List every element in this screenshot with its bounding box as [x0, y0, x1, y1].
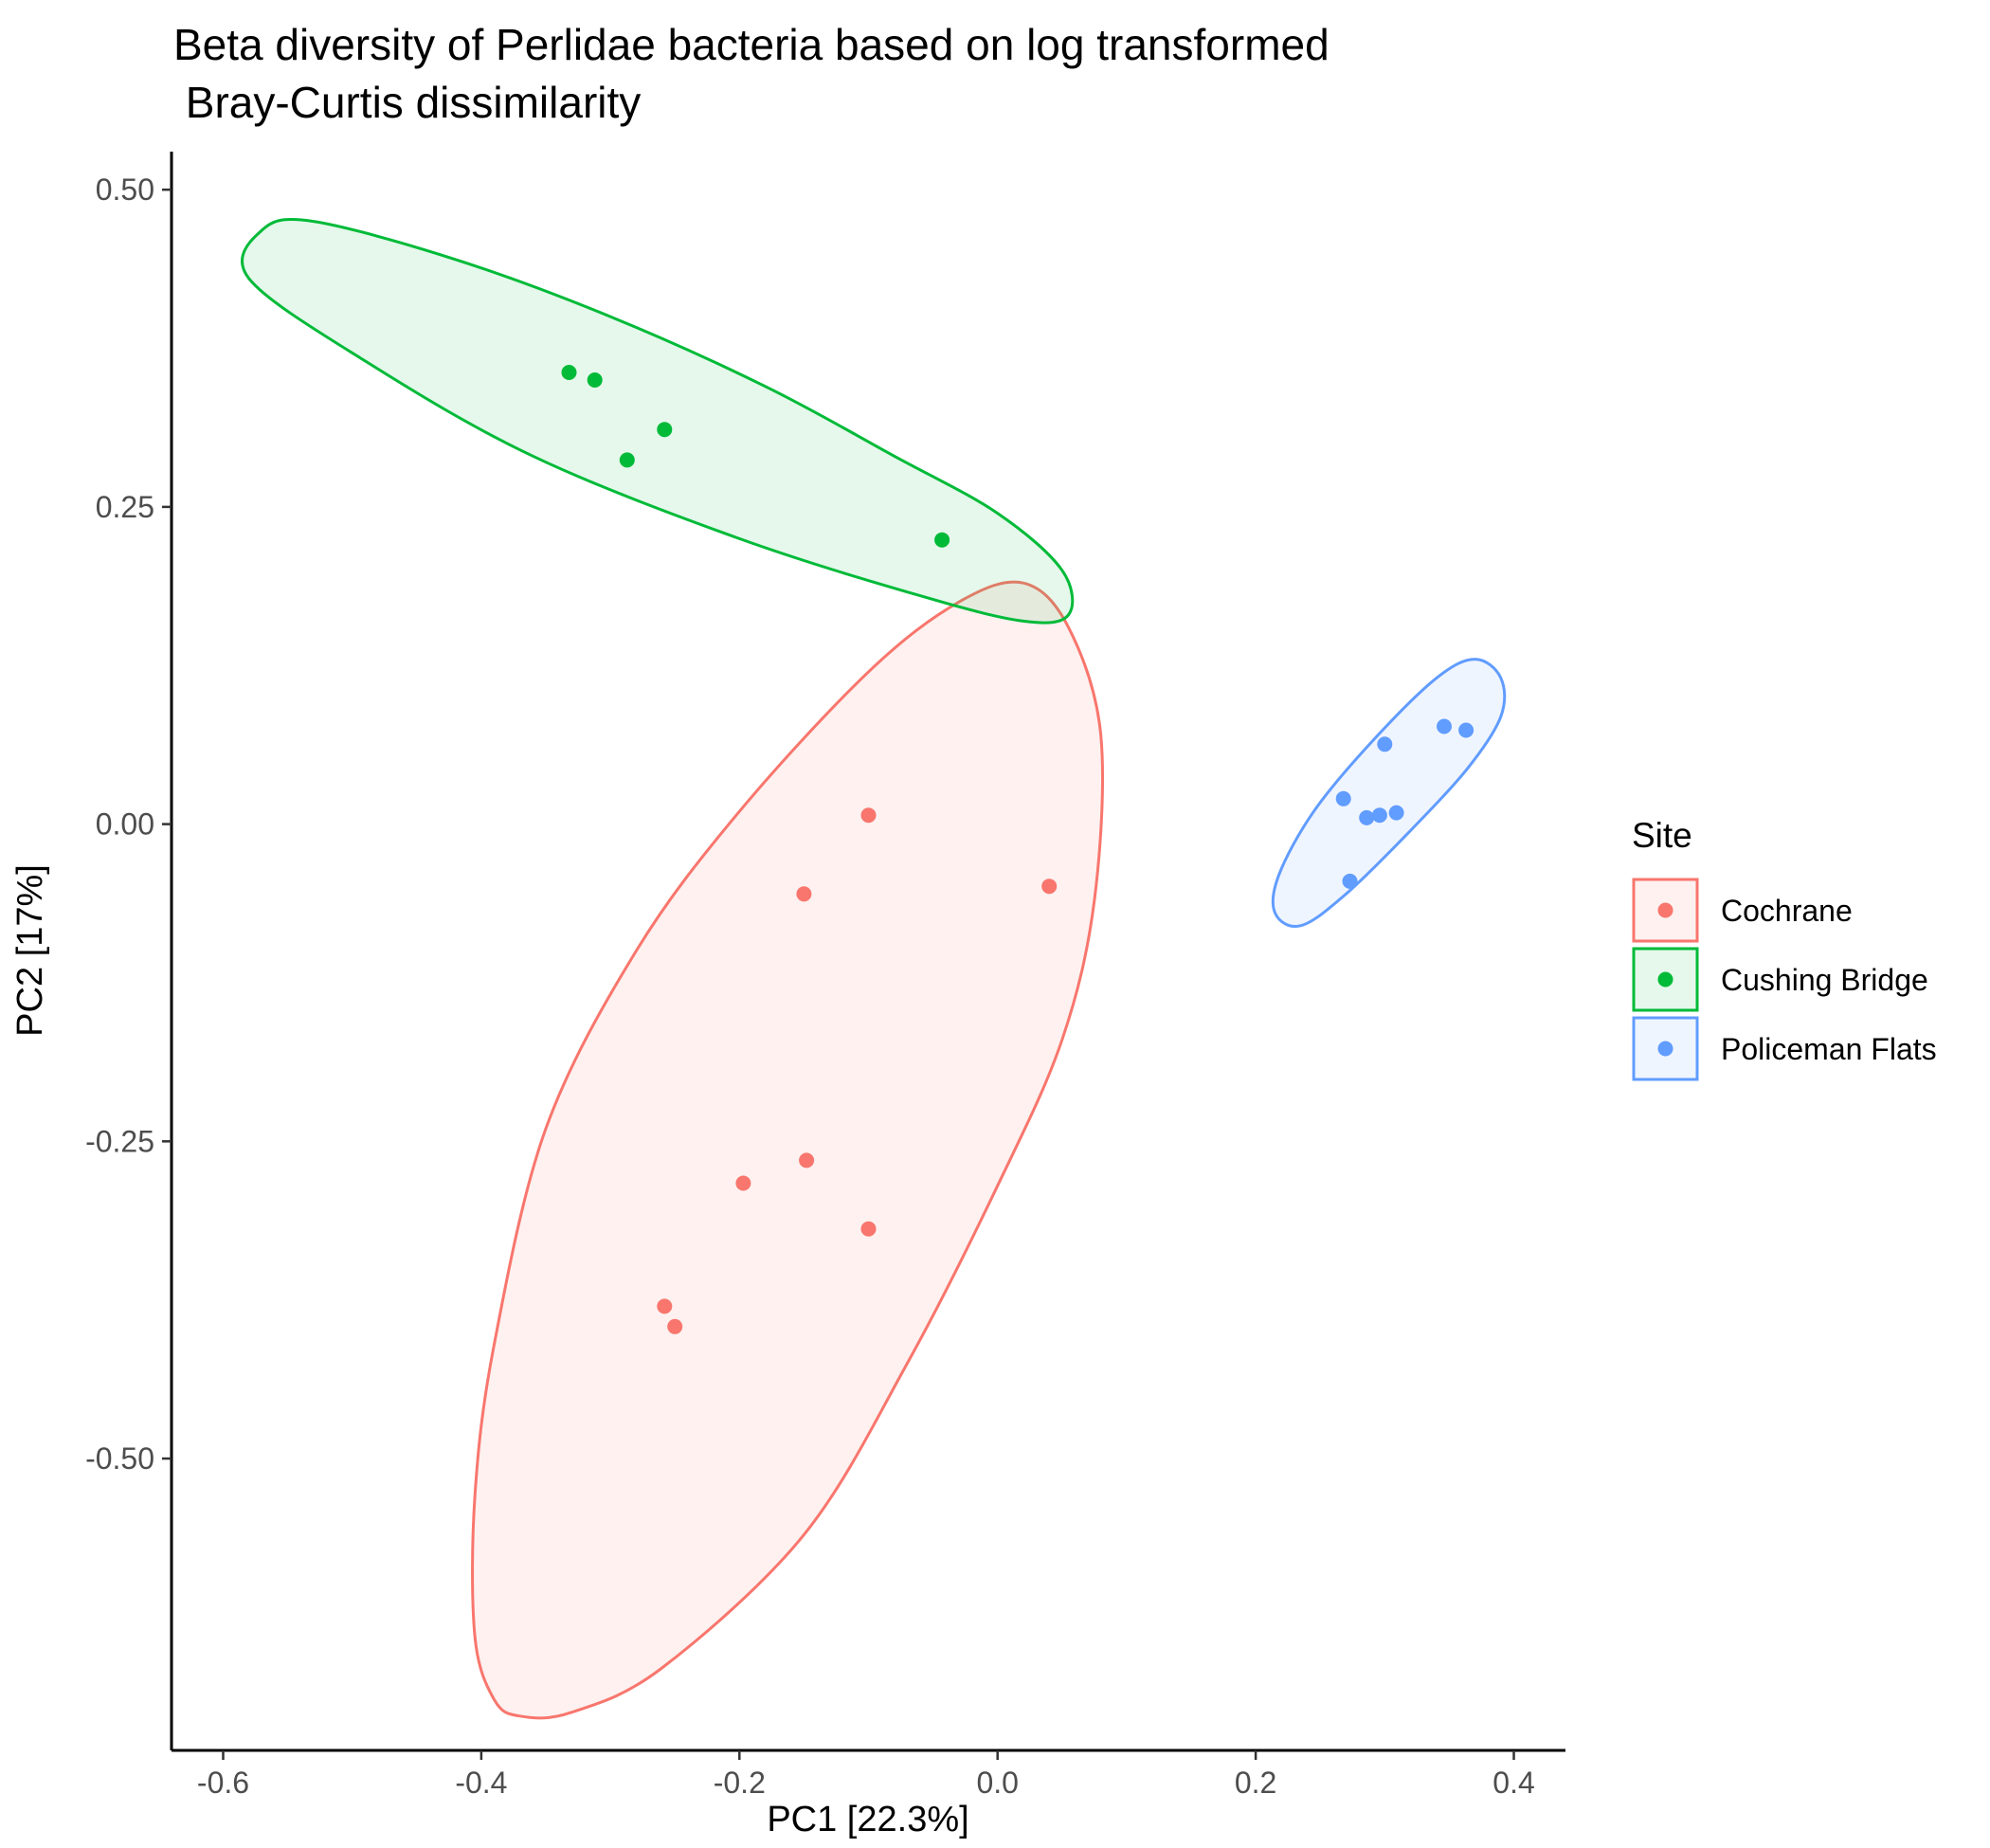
chart-title: Beta diversity of Perlidae bacteria base…: [173, 20, 1330, 127]
point-cochrane-5: [799, 1152, 815, 1169]
x-tick-label: -0.6: [197, 1766, 249, 1800]
point-policeman-flats-1: [1437, 718, 1452, 734]
legend-label: Cushing Bridge: [1721, 963, 1928, 997]
x-tick-label: 0.4: [1492, 1766, 1534, 1800]
legend-item-cushing-bridge: Cushing Bridge: [1632, 947, 1928, 1012]
x-axis-ticks: -0.6 -0.4 -0.2 0.0 0.2 0.4: [197, 1750, 1535, 1800]
y-tick-label: -0.50: [85, 1441, 154, 1476]
point-cochrane-3: [1041, 879, 1058, 895]
point-cushing-bridge-5: [934, 532, 950, 548]
point-cochrane-7: [657, 1298, 673, 1314]
point-cochrane-8: [667, 1318, 683, 1334]
ellipse-cushing-bridge: [241, 218, 1075, 625]
x-tick-label: 0.0: [976, 1766, 1018, 1800]
legend-item-cochrane: Cochrane: [1632, 878, 1853, 943]
point-cochrane-6: [860, 1221, 877, 1237]
point-cushing-bridge-4: [619, 452, 635, 468]
y-tick-label: 0.25: [96, 490, 154, 524]
legend-key-point: [1657, 971, 1673, 987]
point-policeman-flats-6: [1371, 807, 1387, 824]
legend-label: Policeman Flats: [1721, 1032, 1937, 1066]
confidence-ellipses: [241, 218, 1507, 1720]
ellipse-policeman-flats: [1271, 658, 1507, 928]
x-tick-label: -0.2: [714, 1766, 766, 1800]
point-cushing-bridge-3: [657, 422, 673, 438]
chart-title-line-1: Beta diversity of Perlidae bacteria base…: [173, 20, 1330, 69]
point-cochrane-1: [860, 807, 877, 824]
data-points: [561, 365, 1474, 1334]
legend-key-point: [1657, 1041, 1673, 1057]
point-policeman-flats-2: [1458, 722, 1474, 738]
point-policeman-flats-3: [1377, 736, 1393, 752]
chart-title-line-2: Bray-Curtis dissimilarity: [173, 78, 641, 127]
x-tick-label: 0.2: [1235, 1766, 1276, 1800]
x-tick-label: -0.4: [455, 1766, 507, 1800]
legend-key-point: [1657, 902, 1673, 918]
point-policeman-flats-4: [1335, 790, 1351, 806]
point-policeman-flats-7: [1388, 805, 1404, 821]
ellipse-cochrane: [471, 580, 1105, 1720]
y-axis-ticks: 0.50 0.25 0.00 -0.25 -0.50: [85, 172, 172, 1476]
point-cushing-bridge-2: [587, 372, 603, 388]
y-tick-label: -0.25: [85, 1124, 154, 1158]
point-cochrane-2: [796, 886, 812, 902]
y-tick-label: 0.50: [96, 172, 154, 207]
x-axis-title: PC1 [22.3%]: [767, 1800, 968, 1839]
legend-label: Cochrane: [1721, 894, 1853, 928]
legend: Site Cochrane Cushing Bridge Policeman Fla…: [1632, 816, 1937, 1081]
legend-title: Site: [1632, 816, 1692, 855]
point-cushing-bridge-1: [561, 365, 577, 380]
point-cochrane-4: [735, 1175, 751, 1191]
point-policeman-flats-8: [1342, 873, 1358, 889]
y-axis-title: PC2 [17%]: [10, 864, 50, 1037]
point-policeman-flats-5: [1359, 809, 1375, 825]
legend-item-policeman-flats: Policeman Flats: [1632, 1016, 1937, 1081]
y-tick-label: 0.00: [96, 807, 154, 842]
